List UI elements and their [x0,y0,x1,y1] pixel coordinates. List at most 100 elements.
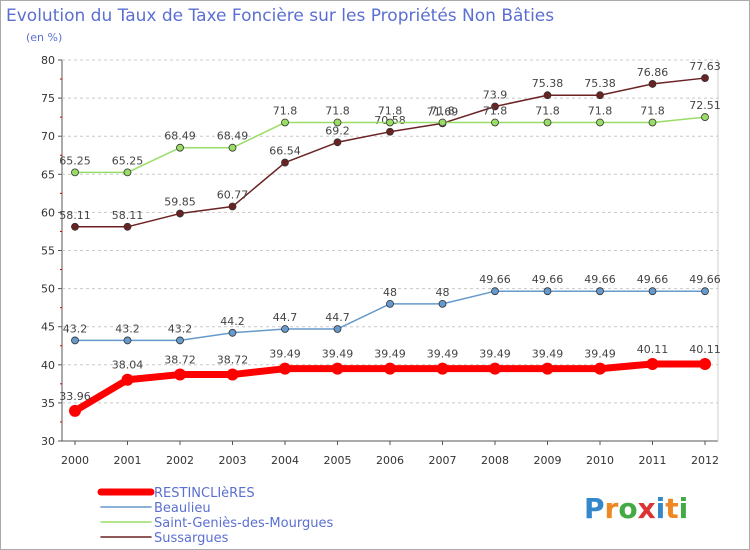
x-tick-label-2008: 2008 [481,454,509,467]
data-point [71,336,79,345]
data-point [699,357,711,370]
x-tick-label-2002: 2002 [166,454,194,467]
data-point [491,102,499,111]
data-label: 40.11 [689,343,721,356]
data-label: 59.85 [164,196,196,209]
data-point [176,336,184,345]
data-point [281,158,289,167]
data-point [386,118,394,127]
logo-letter: x [638,492,656,525]
data-point [541,362,554,375]
legend-label-3: Sussargues [154,531,229,546]
x-tick-label-2012: 2012 [691,454,719,467]
data-point [491,118,499,127]
legend-label-2: Saint-Geniès-des-Mourgues [154,516,333,531]
x-tick-label-2011: 2011 [639,454,667,467]
x-axis: 2000 2001 2002 2003 2004 2005 2006 2007 2008 2009… [61,441,719,467]
data-label: 48 [383,286,397,299]
data-label: 39.49 [584,348,616,361]
logo-letter: r [605,492,619,525]
data-label: 49.66 [689,273,721,286]
logo-letter: o [618,492,637,525]
logo-letter: P [584,492,605,525]
data-point [648,80,657,88]
data-label: 49.66 [532,273,564,286]
x-tick-label-2003: 2003 [219,454,247,467]
data-point [228,143,237,152]
data-label: 38.72 [217,354,249,367]
data-point [491,287,499,296]
data-point [333,138,342,147]
data-label: 71.8 [378,104,403,117]
data-label: 71.8 [483,104,508,117]
data-label: 75.38 [584,77,616,90]
y-axis: 30 35 40 45 50 55 60 65 70 75 80 [41,54,62,448]
x-tick-label-2001: 2001 [114,454,142,467]
series-2: 65.25 65.25 68.49 68.49 71.8 71.8 71.8 71.8 71.8… [59,99,721,177]
data-point [281,118,289,127]
data-point [279,362,291,375]
y-tick-label-60: 60 [41,206,55,219]
y-tick-label-40: 40 [41,359,55,372]
x-tick-label-2009: 2009 [534,454,562,467]
data-label: 71.8 [430,104,455,117]
data-label: 71.8 [273,104,298,117]
data-point [438,299,447,308]
data-label: 65.25 [112,154,144,167]
data-point [646,357,659,370]
data-point [543,287,552,296]
data-point [438,118,447,127]
legend-label-1: Beaulieu [154,501,211,516]
data-point [384,362,396,375]
data-point [228,328,237,337]
data-point [386,299,394,308]
data-label: 49.66 [584,273,616,286]
data-point [226,368,239,381]
data-label: 49.66 [479,273,511,286]
y-tick-label-50: 50 [41,283,55,296]
x-tick-label-2006: 2006 [376,454,404,467]
data-label: 69.2 [325,124,350,137]
data-label: 39.49 [322,348,354,361]
data-point [281,325,289,333]
data-label: 60.77 [217,189,249,202]
data-label: 76.86 [637,66,669,79]
data-label: 71.8 [325,104,350,117]
data-point [174,368,186,381]
data-label: 77.63 [689,60,721,73]
y-tick-label-70: 70 [41,130,55,143]
data-label: 72.51 [689,99,721,112]
data-point [176,209,184,218]
data-point [596,91,604,100]
data-point [228,202,237,211]
data-label: 39.49 [374,348,406,361]
legend: RESTINCLIèRESBeaulieuSaint-Geniès-des-Mo… [97,486,333,546]
y-tick-label-65: 65 [41,168,55,181]
data-point [543,91,552,100]
data-label: 39.49 [269,348,301,361]
y-tick-label-55: 55 [41,245,55,258]
data-label: 39.49 [532,348,564,361]
chart-subtitle: (en %) [26,31,62,44]
data-label: 71.69 [427,105,459,118]
data-point [648,287,657,296]
data-label: 58.11 [112,209,144,222]
logo-letter: t [665,492,678,525]
data-label: 75.38 [532,77,564,90]
data-label: 38.04 [112,359,144,372]
proxiti-logo: Proxiti [584,492,688,525]
series-0: 33.96 38.04 38.72 38.72 39.49 39.49 39.49 39.49… [59,343,721,417]
data-point [386,127,394,136]
data-label: 68.49 [164,130,196,143]
data-label: 43.2 [115,322,140,335]
data-label: 71.8 [640,104,665,117]
data-point [71,222,79,231]
data-point [543,118,552,127]
data-point [489,362,501,375]
data-point [594,362,606,375]
logo-text: Proxiti [584,492,688,525]
x-tick-label-2000: 2000 [61,454,89,467]
y-tick-label-75: 75 [41,92,55,105]
